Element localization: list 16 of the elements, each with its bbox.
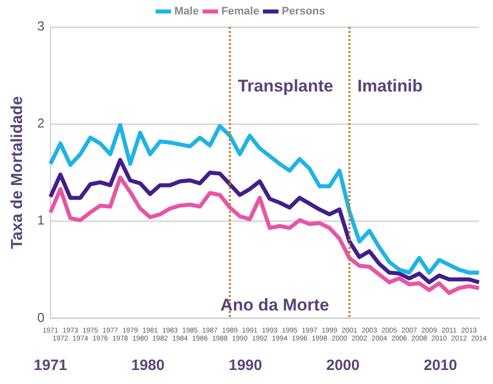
text: 2010: [424, 357, 458, 374]
y-tick-label: 3: [37, 18, 44, 34]
legend-label: Persons: [282, 6, 326, 18]
y-axis-title: Taxa de Mortalidade: [9, 96, 26, 249]
text: 1980: [131, 357, 165, 374]
ref-line-label: Transplante: [238, 76, 334, 96]
y-tick-label: 1: [37, 212, 44, 228]
text: 2000: [326, 357, 360, 374]
legend-label: Male: [174, 6, 199, 18]
text: 1990: [228, 357, 262, 374]
ref-line-label: Imatinib: [357, 76, 423, 96]
text: 1971: [34, 357, 68, 374]
y-tick-label: 0: [37, 310, 44, 325]
legend-label: Female: [221, 6, 260, 18]
x-axis-title: Ano da Morte: [220, 295, 330, 314]
y-tick-label: 2: [37, 116, 44, 131]
